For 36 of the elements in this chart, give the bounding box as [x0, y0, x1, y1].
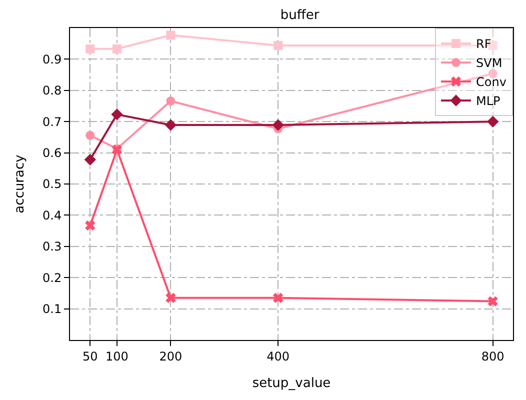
- x-tick-label: 200: [159, 349, 182, 364]
- point: [487, 116, 499, 128]
- legend-label: RF: [476, 37, 492, 52]
- legend-label: Conv: [476, 75, 506, 90]
- point: [164, 119, 177, 131]
- point: [84, 154, 96, 166]
- point: [272, 119, 284, 131]
- point: [112, 44, 122, 54]
- x-tick-label: 800: [481, 349, 504, 364]
- legend-label: SVM: [476, 56, 502, 70]
- y-tick-label: 0.3: [42, 240, 62, 254]
- legend-label: MLP: [476, 94, 500, 108]
- y-tick-label: 0.1: [42, 302, 62, 316]
- point: [166, 30, 176, 40]
- point: [166, 292, 176, 303]
- y-axis-title: accuracy: [12, 154, 28, 214]
- chart-title: buffer: [280, 8, 320, 24]
- x-tick-label: 100: [106, 349, 128, 364]
- point: [166, 96, 176, 106]
- point: [86, 130, 95, 140]
- y-tick-label: 0.6: [42, 146, 62, 160]
- point: [111, 108, 123, 120]
- x-axis-title: setup_value: [252, 376, 331, 391]
- point: [272, 292, 284, 303]
- y-tick-label: 0.5: [42, 177, 62, 192]
- point: [488, 296, 498, 306]
- y-tick-label: 0.8: [42, 84, 62, 98]
- point: [274, 40, 283, 50]
- y-tick-label: 0.4: [42, 208, 62, 222]
- point: [85, 220, 96, 231]
- point: [86, 44, 95, 54]
- y-tick-label: 0.2: [42, 270, 62, 285]
- x-tick-label: 400: [266, 349, 290, 364]
- y-tick-label: 0.7: [42, 114, 62, 129]
- y-tick-label: 0.9: [42, 52, 62, 66]
- x-tick-label: 50: [82, 349, 98, 364]
